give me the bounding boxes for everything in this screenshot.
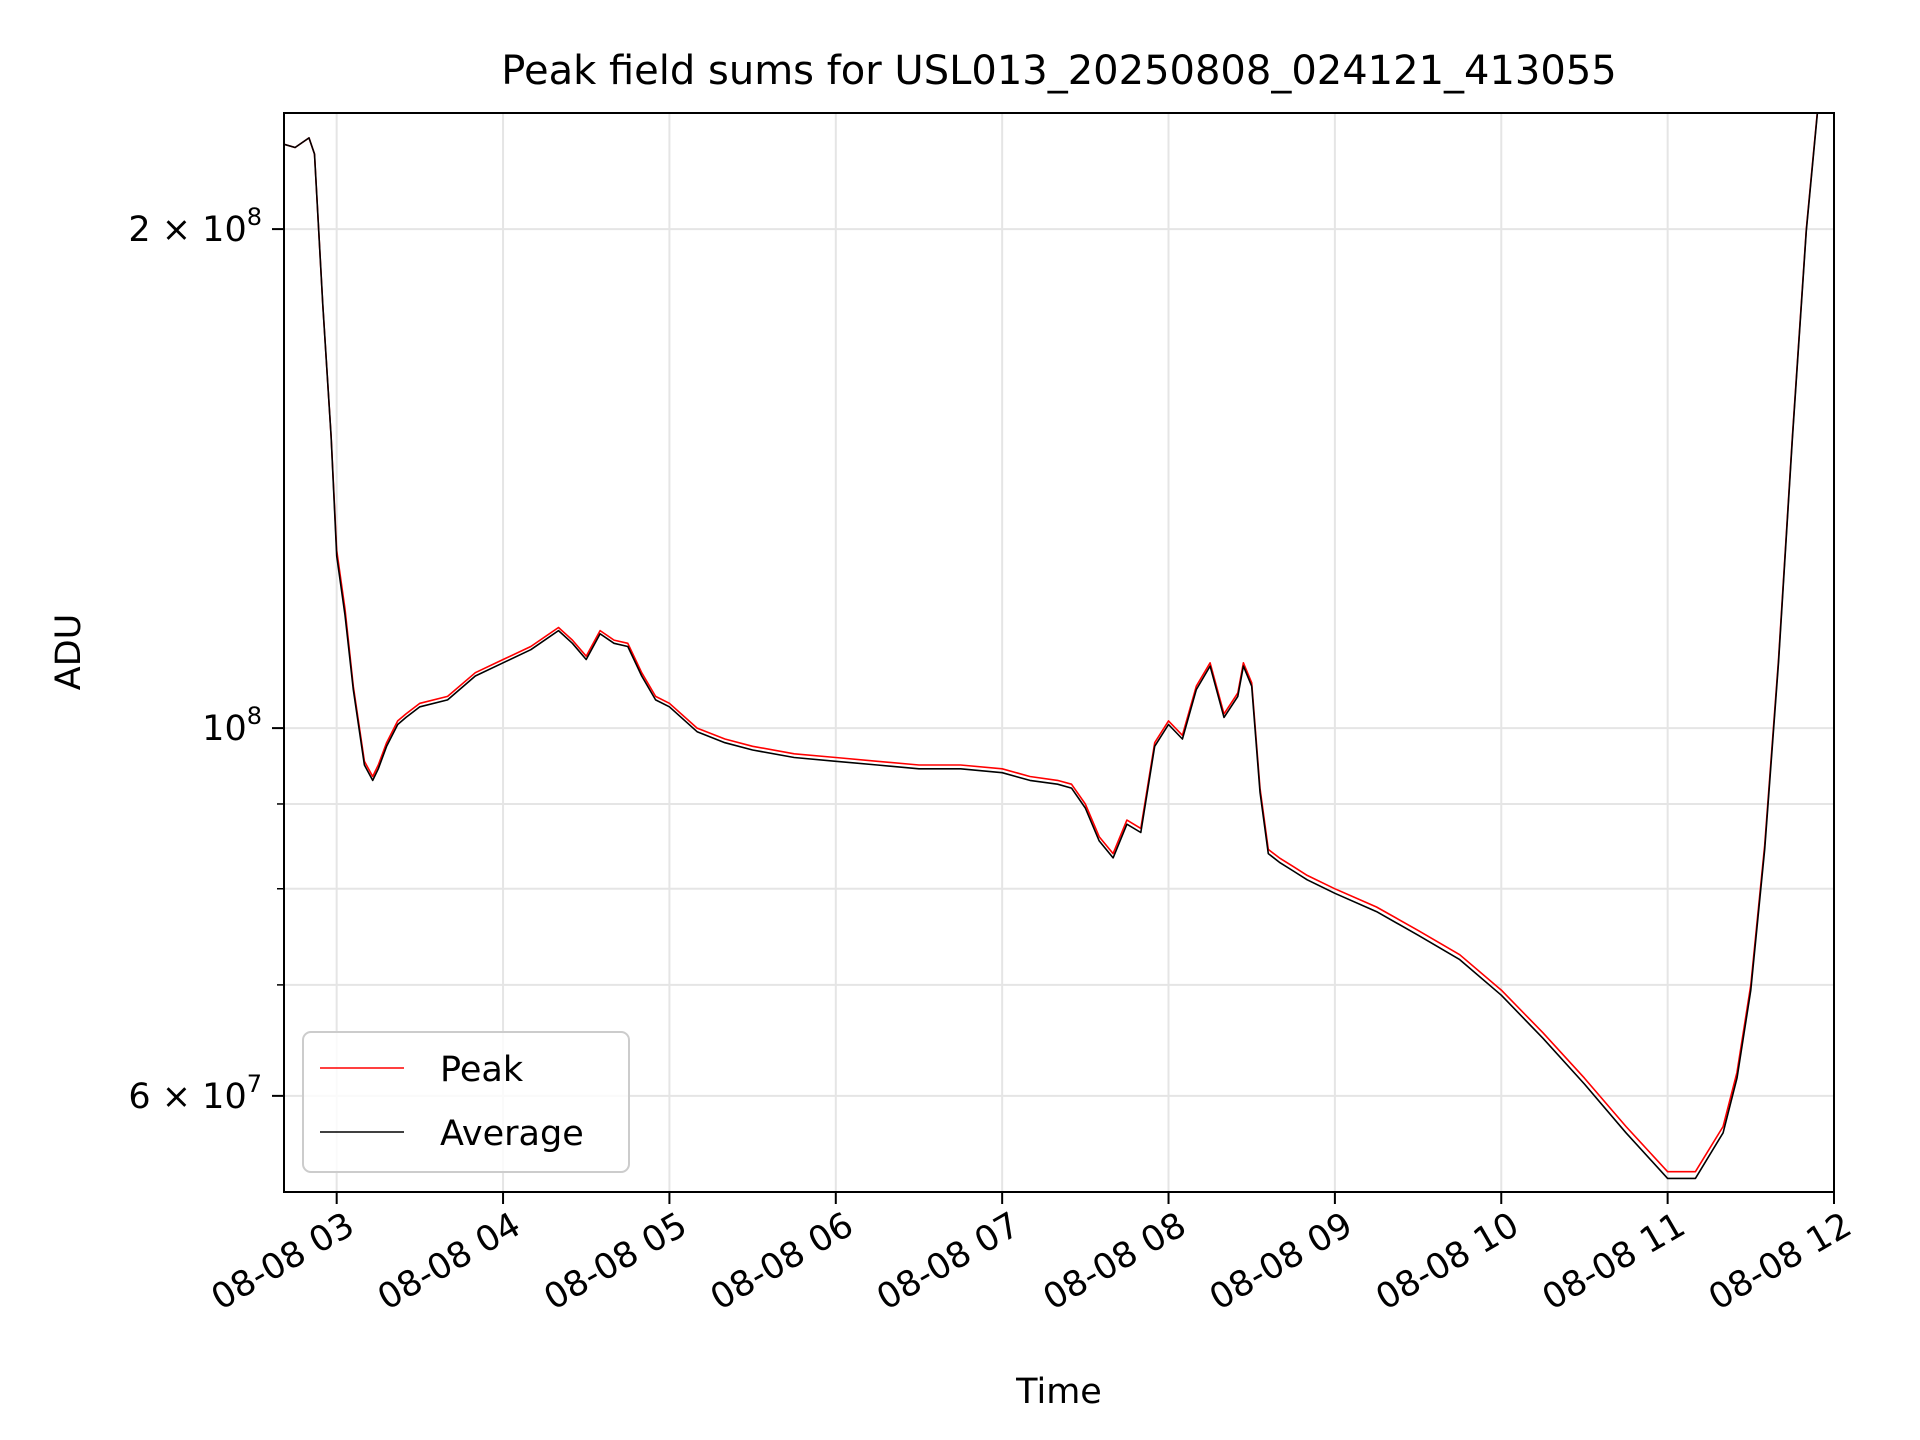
y-tick-label: 2 × 108 [128,203,262,250]
legend-average-label: Average [440,1114,584,1154]
series-average-line [284,113,1819,1180]
series-peak-line [284,113,1819,1173]
y-tick-label-exponent: 8 [247,702,262,730]
legend: Peak Average [302,1031,630,1173]
y-tick-label-base: 10 [202,709,247,749]
y-tick-label-exponent: 7 [247,1070,262,1098]
series-lines [284,113,1819,1180]
legend-box [302,1031,630,1173]
y-tick-label-base: 2 × 10 [128,210,246,250]
plot-frame [283,112,1835,1193]
y-tick-label-exponent: 8 [247,203,262,231]
y-tick-label: 108 [202,702,262,749]
chart-title: Peak field sums for USL013_20250808_0241… [501,48,1616,94]
y-tick-label-base: 6 × 10 [128,1077,246,1117]
legend-peak-label: Peak [440,1050,524,1090]
x-axis-label: Time [1015,1372,1102,1412]
y-axis-label: ADU [49,614,89,691]
y-tick-label: 6 × 107 [128,1070,262,1117]
